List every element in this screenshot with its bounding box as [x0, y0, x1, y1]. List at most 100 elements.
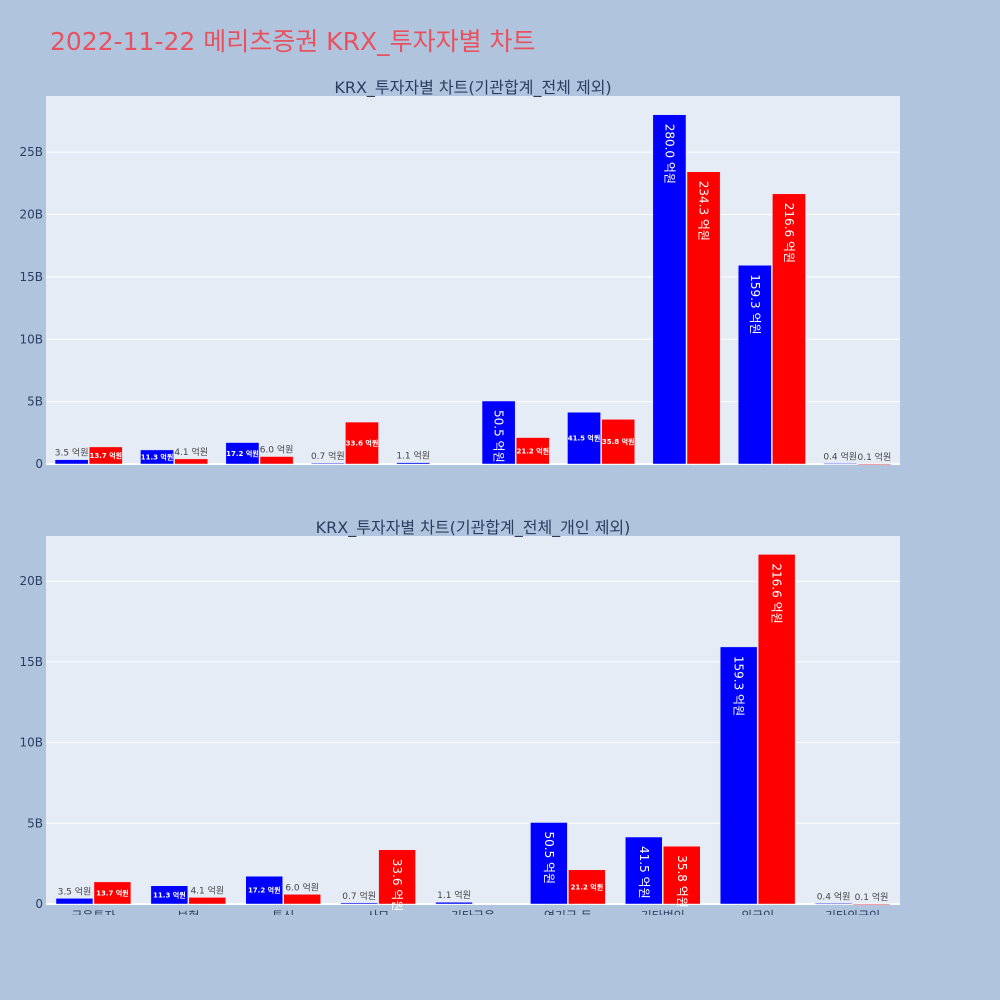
x-tick-label: 연기금 등	[492, 469, 540, 470]
data-label: 50.5 억원	[542, 831, 556, 884]
data-label: 41.5 억원	[568, 434, 601, 443]
bar	[88, 446, 123, 465]
data-label: 13.7 억원	[89, 451, 122, 460]
bar	[150, 885, 189, 905]
y-tick-label: 5B	[27, 816, 43, 830]
bar	[568, 869, 606, 905]
data-label: 0.1 억원	[858, 451, 892, 463]
bar	[823, 463, 858, 465]
data-label: 21.2 억원	[571, 882, 604, 891]
bar	[245, 875, 283, 905]
x-tick-label: 외국인	[755, 469, 788, 470]
x-tick-label: 기타금융	[408, 469, 452, 470]
bar	[737, 265, 772, 465]
x-tick-label: 투신	[248, 469, 270, 470]
bar	[188, 897, 227, 905]
bar	[814, 903, 853, 905]
data-label: 0.1 억원	[855, 891, 889, 903]
x-tick-label: 기타법인	[579, 469, 623, 470]
bar	[852, 903, 891, 905]
x-tick-label: 개인	[675, 469, 697, 470]
bar	[310, 462, 345, 465]
x-tick-label: 보험	[177, 909, 199, 915]
bar	[55, 898, 94, 905]
x-tick-label: 기타법인	[641, 909, 685, 915]
data-label: 33.6 억원	[346, 439, 379, 448]
x-tick-label: 사모	[334, 469, 356, 470]
bar	[93, 881, 132, 905]
bar	[601, 419, 636, 465]
bar	[686, 171, 721, 465]
plot-area	[46, 536, 900, 904]
data-label: 13.7 억원	[96, 888, 129, 897]
y-tick-label: 25B	[19, 145, 43, 159]
data-label: 0.7 억원	[311, 450, 345, 462]
x-tick-label: 보험	[163, 469, 185, 470]
bar	[345, 421, 379, 465]
x-tick-label: 금융투자	[67, 469, 111, 470]
y-tick-label: 15B	[19, 655, 43, 669]
data-label: 4.1 억원	[174, 446, 208, 458]
data-label: 33.6 억원	[390, 859, 404, 912]
y-tick-label: 10B	[19, 332, 43, 346]
data-label: 6.0 억원	[285, 881, 319, 893]
chart-title: KRX_투자자별 차트(기관합계_전체 제외)	[334, 78, 611, 98]
x-tick-label: 연기금 등	[544, 909, 592, 915]
bar	[340, 902, 378, 905]
data-label: 11.3 억원	[153, 890, 186, 899]
bar	[174, 458, 209, 465]
data-label: 35.8 억원	[675, 855, 689, 908]
bar	[481, 400, 516, 465]
bar	[283, 894, 321, 905]
x-tick-label: 기타외국인	[825, 909, 880, 915]
bar	[259, 456, 294, 465]
data-label: 17.2 억원	[226, 449, 259, 458]
y-tick-label: 0	[35, 897, 43, 911]
x-tick-label: 기타금융	[451, 909, 495, 915]
bar	[663, 845, 701, 905]
data-label: 11.3 억원	[141, 452, 174, 461]
data-label: 1.1 억원	[396, 450, 430, 462]
data-label: 4.1 억원	[190, 884, 224, 896]
data-label: 1.1 억원	[437, 889, 471, 901]
bar	[567, 411, 601, 465]
page-title: 2022-11-22 메리츠증권 KRX_투자자별 차트	[50, 27, 536, 56]
data-label: 41.5 억원	[637, 846, 651, 899]
data-label: 3.5 억원	[55, 447, 89, 459]
bar	[530, 822, 568, 905]
y-tick-label: 20B	[19, 208, 43, 222]
bar	[652, 114, 687, 465]
bar	[515, 437, 550, 465]
x-tick-label: 투신	[272, 909, 294, 915]
data-label: 216.6 억원	[770, 563, 784, 623]
bar	[396, 462, 431, 465]
bar	[54, 459, 89, 465]
data-label: 35.8 억원	[602, 437, 635, 446]
x-tick-label: 외국인	[741, 909, 774, 915]
data-label: 3.5 억원	[58, 885, 92, 897]
data-label: 159.3 억원	[748, 274, 762, 334]
chart-title: KRX_투자자별 차트(기관합계_전체_개인 제외)	[316, 518, 631, 538]
plot-area	[46, 96, 900, 464]
data-label: 159.3 억원	[732, 656, 746, 716]
bar	[625, 836, 663, 905]
bar	[140, 449, 174, 465]
bar	[857, 463, 892, 465]
bar	[378, 849, 416, 905]
y-tick-label: 15B	[19, 270, 43, 284]
data-label: 280.0 억원	[662, 124, 676, 184]
bar	[435, 901, 473, 905]
y-tick-label: 5B	[27, 395, 43, 409]
data-label: 216.6 억원	[782, 203, 796, 263]
x-tick-label: 사모	[367, 909, 389, 915]
y-tick-label: 10B	[19, 736, 43, 750]
x-tick-label: 기타외국인	[830, 469, 885, 470]
chart-top: KRX_투자자별 차트(기관합계_전체 제외) 0 5B 10B 15B 20B 25B 금융…	[19, 78, 900, 470]
data-label: 6.0 억원	[260, 444, 294, 456]
y-tick-label: 0	[35, 457, 43, 470]
data-label: 50.5 억원	[492, 410, 506, 463]
x-tick-label: 금융투자	[71, 909, 115, 915]
data-label: 0.4 억원	[823, 451, 857, 463]
data-label: 21.2 억원	[516, 446, 549, 455]
bar	[772, 193, 806, 465]
